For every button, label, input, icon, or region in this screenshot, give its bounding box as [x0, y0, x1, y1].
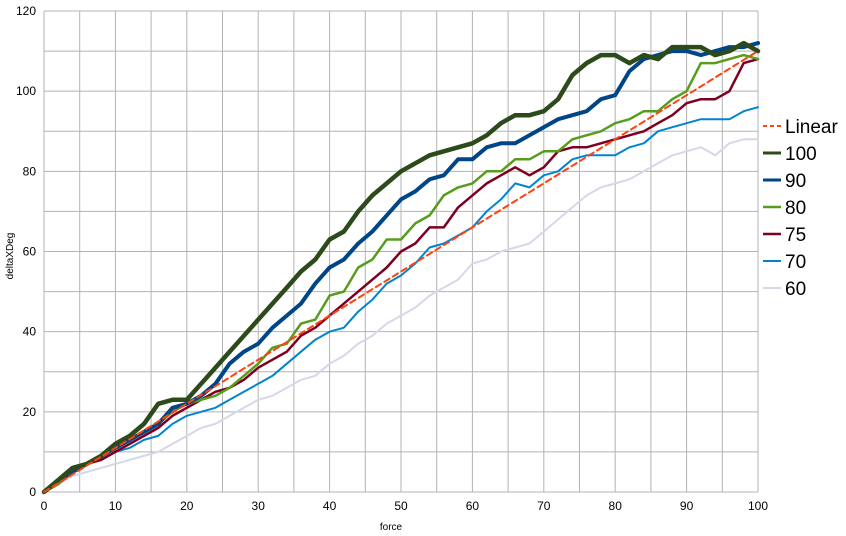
legend-label-90: 90: [785, 171, 806, 192]
y-tick-label: 120: [16, 4, 36, 18]
y-tick-label: 60: [23, 245, 37, 259]
x-tick-label: 90: [680, 499, 694, 513]
legend-label-75: 75: [785, 225, 806, 246]
x-axis-title: force: [380, 522, 403, 533]
legend-label-60: 60: [785, 279, 806, 300]
series-line-60: [43, 138, 759, 493]
x-tick-label: 30: [252, 499, 266, 513]
x-tick-label: 20: [180, 499, 194, 513]
x-tick-label: 0: [41, 499, 48, 513]
x-tick-label: 100: [748, 499, 768, 513]
x-tick-label: 70: [537, 499, 551, 513]
x-tick-label: 80: [609, 499, 623, 513]
x-axis-ticks: 0 10 20 30 40 50 60 70 80 90 100: [41, 499, 769, 513]
legend-label-linear: Linear: [785, 117, 838, 138]
y-axis-ticks: 0 20 40 60 80 100 120: [16, 4, 36, 499]
x-tick-label: 60: [466, 499, 480, 513]
series-line-100: [41, 40, 761, 495]
y-tick-label: 0: [29, 485, 36, 499]
y-tick-label: 80: [23, 164, 37, 178]
series-line-70: [43, 106, 759, 493]
y-tick-label: 40: [23, 325, 37, 339]
y-tick-label: 100: [16, 84, 36, 98]
legend-label-80: 80: [785, 198, 806, 219]
y-axis-title: deltaXDeg: [5, 233, 16, 280]
legend-label-100: 100: [785, 144, 817, 165]
series-line-linear: [43, 50, 759, 493]
y-tick-label: 20: [23, 405, 37, 419]
x-tick-label: 10: [109, 499, 123, 513]
plot-area: [41, 40, 761, 495]
legend-label-70: 70: [785, 252, 806, 273]
chart-legend: Linear 100 90 80 75 70 60: [763, 117, 838, 300]
chart-grid: [43, 10, 759, 493]
series-line-75: [42, 57, 760, 494]
x-tick-label: 40: [323, 499, 337, 513]
x-tick-label: 50: [394, 499, 408, 513]
